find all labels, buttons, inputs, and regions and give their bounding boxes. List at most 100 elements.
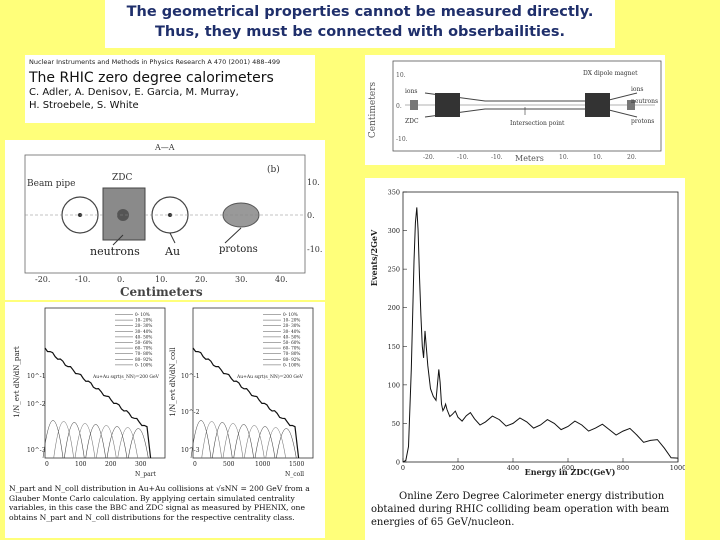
paper-title: The RHIC zero degree calorimeters: [29, 70, 274, 86]
centrality-class-curve: [276, 428, 297, 459]
zdc-block-left: [410, 100, 418, 110]
legend-entry: 20- 30%: [135, 323, 152, 328]
legend-entry: 60- 70%: [283, 346, 300, 351]
npart-x-label: N_part: [135, 471, 157, 478]
energy-x-ticks: 0 200 400 600 800 1000: [401, 458, 686, 472]
dx-magnet-left: [435, 93, 460, 117]
energy-x-tick-label: 600: [562, 464, 574, 472]
energy-x-tick-label: 400: [507, 464, 519, 472]
centrality-class-curve: [74, 423, 96, 459]
journal-citation: Nuclear Instruments and Methods in Physi…: [29, 58, 281, 66]
zdc-label: ZDC: [112, 173, 132, 183]
section-y-tick-2: -10.: [307, 245, 322, 254]
energy-x-tick-label: 1000: [670, 464, 685, 472]
energy-y-tick-label: 100: [388, 381, 400, 389]
zdc-block-right: [627, 100, 635, 110]
energy-y-tick-label: 0: [396, 459, 400, 467]
energy-y-tick-label: 300: [388, 227, 400, 235]
label-ions-left: ions: [405, 88, 417, 95]
centrality-class-curve: [254, 426, 276, 459]
centrality-class-curve: [117, 427, 138, 459]
au-label: Au: [164, 245, 180, 258]
section-frame: [24, 154, 306, 274]
energy-chart: Events/2GeV Energy in ZDC(GeV) 0 50 100 150…: [369, 189, 686, 478]
centrality-class-curve: [212, 422, 233, 459]
energy-y-label: Events/2GeV: [369, 229, 379, 286]
energy-x-tick-label: 800: [617, 464, 629, 472]
authors-line1: C. Adler, A. Denisov, E. Garcia, M. Murr…: [29, 87, 239, 98]
section-x-label: Centimeters: [120, 285, 203, 299]
neutron-pointer: [112, 234, 124, 246]
ncoll-curves: [190, 347, 300, 459]
label-neutrons-right: neutrons: [631, 98, 658, 105]
legend-entry: 40- 50%: [283, 334, 300, 339]
npart-x-tick-0: 0: [45, 461, 49, 468]
npart-y-tick-2: 10^-3: [27, 447, 46, 454]
authors-line2: H. Stroebele, S. White: [29, 100, 139, 111]
beamline-frame: [392, 60, 662, 152]
reference-box: Nuclear Instruments and Methods in Physi…: [25, 55, 315, 123]
energy-y-tick-label: 150: [388, 343, 400, 351]
ncoll-system-label: Au+Au sqrt(s_NN)=200 GeV: [236, 373, 304, 380]
beamline-y-tick-0: 10.: [396, 72, 406, 79]
section-x-tick-6: 40.: [275, 275, 288, 284]
beamline-x-tick-6: 20.: [627, 154, 637, 161]
energy-x-tick-label: 0: [401, 464, 405, 472]
npart-y-tick-1: 10^-2: [27, 401, 46, 408]
total-distribution-curve: [192, 347, 300, 459]
beamline-svg: Centimeters 10. 0. -10. ions ZDC DX dipo…: [368, 60, 662, 161]
legend-entry: 70- 80%: [283, 351, 300, 356]
legend-entry: 50- 60%: [135, 340, 152, 345]
beam-pipe-label: Beam pipe: [27, 179, 75, 189]
section-x-tick-3: 10.: [155, 275, 168, 284]
energy-y-tick-label: 350: [388, 189, 400, 197]
panel-tag: (b): [267, 164, 280, 175]
energy-y-tick-label: 250: [388, 266, 400, 274]
legend-entry: 0- 10%: [135, 312, 150, 317]
energy-series-line: [402, 207, 679, 463]
beamline-y-tick-1: 0.: [396, 103, 402, 110]
energy-x-tick-label: 200: [452, 464, 464, 472]
npart-curves: [42, 347, 152, 459]
npart-y-tick-0: 10^-1: [27, 373, 46, 380]
energy-y-tick-label: 200: [388, 304, 400, 312]
energy-caption-line1: Online Zero Degree Calorimeter energy di…: [399, 491, 665, 502]
energy-caption: Online Zero Degree Calorimeter energy di…: [371, 490, 683, 529]
ncoll-x-label: N_coll: [285, 471, 304, 478]
centrality-class-curve: [222, 423, 244, 459]
npart-x-tick-3: 300: [135, 461, 147, 468]
legend-entry: 0- 10%: [283, 312, 298, 317]
centrality-class-curve: [96, 425, 117, 459]
ncoll-y-label: 1/N_evt dN/dN_coll: [169, 347, 177, 417]
legend-entry: 80- 92%: [135, 357, 152, 362]
npart-legend: 0- 10%10- 20%20- 30%30- 40%40- 50%50- 60…: [115, 312, 152, 367]
npart-x-tick-2: 200: [105, 461, 117, 468]
label-ions-right: ions: [631, 86, 643, 93]
zdc-section-svg: A—A (b) Beam pipe ZDC neutrons Au proton…: [24, 143, 322, 299]
neutrons-label: neutrons: [90, 245, 140, 258]
beamline-x-tick-4: 10.: [559, 154, 569, 161]
section-x-tick-5: 30.: [235, 275, 248, 284]
npart-frame: [44, 307, 166, 459]
total-distribution-curve: [44, 347, 152, 459]
glauber-panel: 1/N_evt dN/dN_part 10^-1 10^-2 10^-3 0 1…: [5, 302, 325, 538]
ncoll-x-tick-2: 1000: [255, 461, 270, 468]
label-dx-magnet: DX dipole magnet: [583, 70, 638, 77]
label-protons-right: protons: [631, 118, 654, 125]
centrality-class-curve: [64, 422, 85, 459]
beamline-x-tick-0: -20.: [423, 154, 435, 161]
energy-y-tick-label: 50: [392, 420, 400, 428]
ncoll-legend: 0- 10%10- 20%20- 30%30- 40%40- 50%50- 60…: [263, 312, 300, 367]
legend-entry: 70- 80%: [135, 351, 152, 356]
npart-system-label: Au+Au sqrt(s_NN)=200 GeV: [92, 373, 160, 380]
legend-entry: 10- 20%: [283, 318, 300, 323]
ncoll-x-tick-1: 500: [223, 461, 235, 468]
section-x-tick-1: -10.: [75, 275, 90, 284]
proton-pointer: [224, 227, 242, 244]
beamline-x-label: Meters: [513, 154, 546, 163]
energy-caption-line2: obtained during RHIC colliding beam oper…: [371, 504, 670, 515]
energy-x-label: Energy in ZDC(GeV): [525, 467, 616, 477]
energy-panel: Events/2GeV Energy in ZDC(GeV) 0 50 100 150…: [365, 178, 686, 540]
section-x-tick-4: 20.: [195, 275, 208, 284]
label-interaction-point: Intersection point: [510, 120, 565, 127]
